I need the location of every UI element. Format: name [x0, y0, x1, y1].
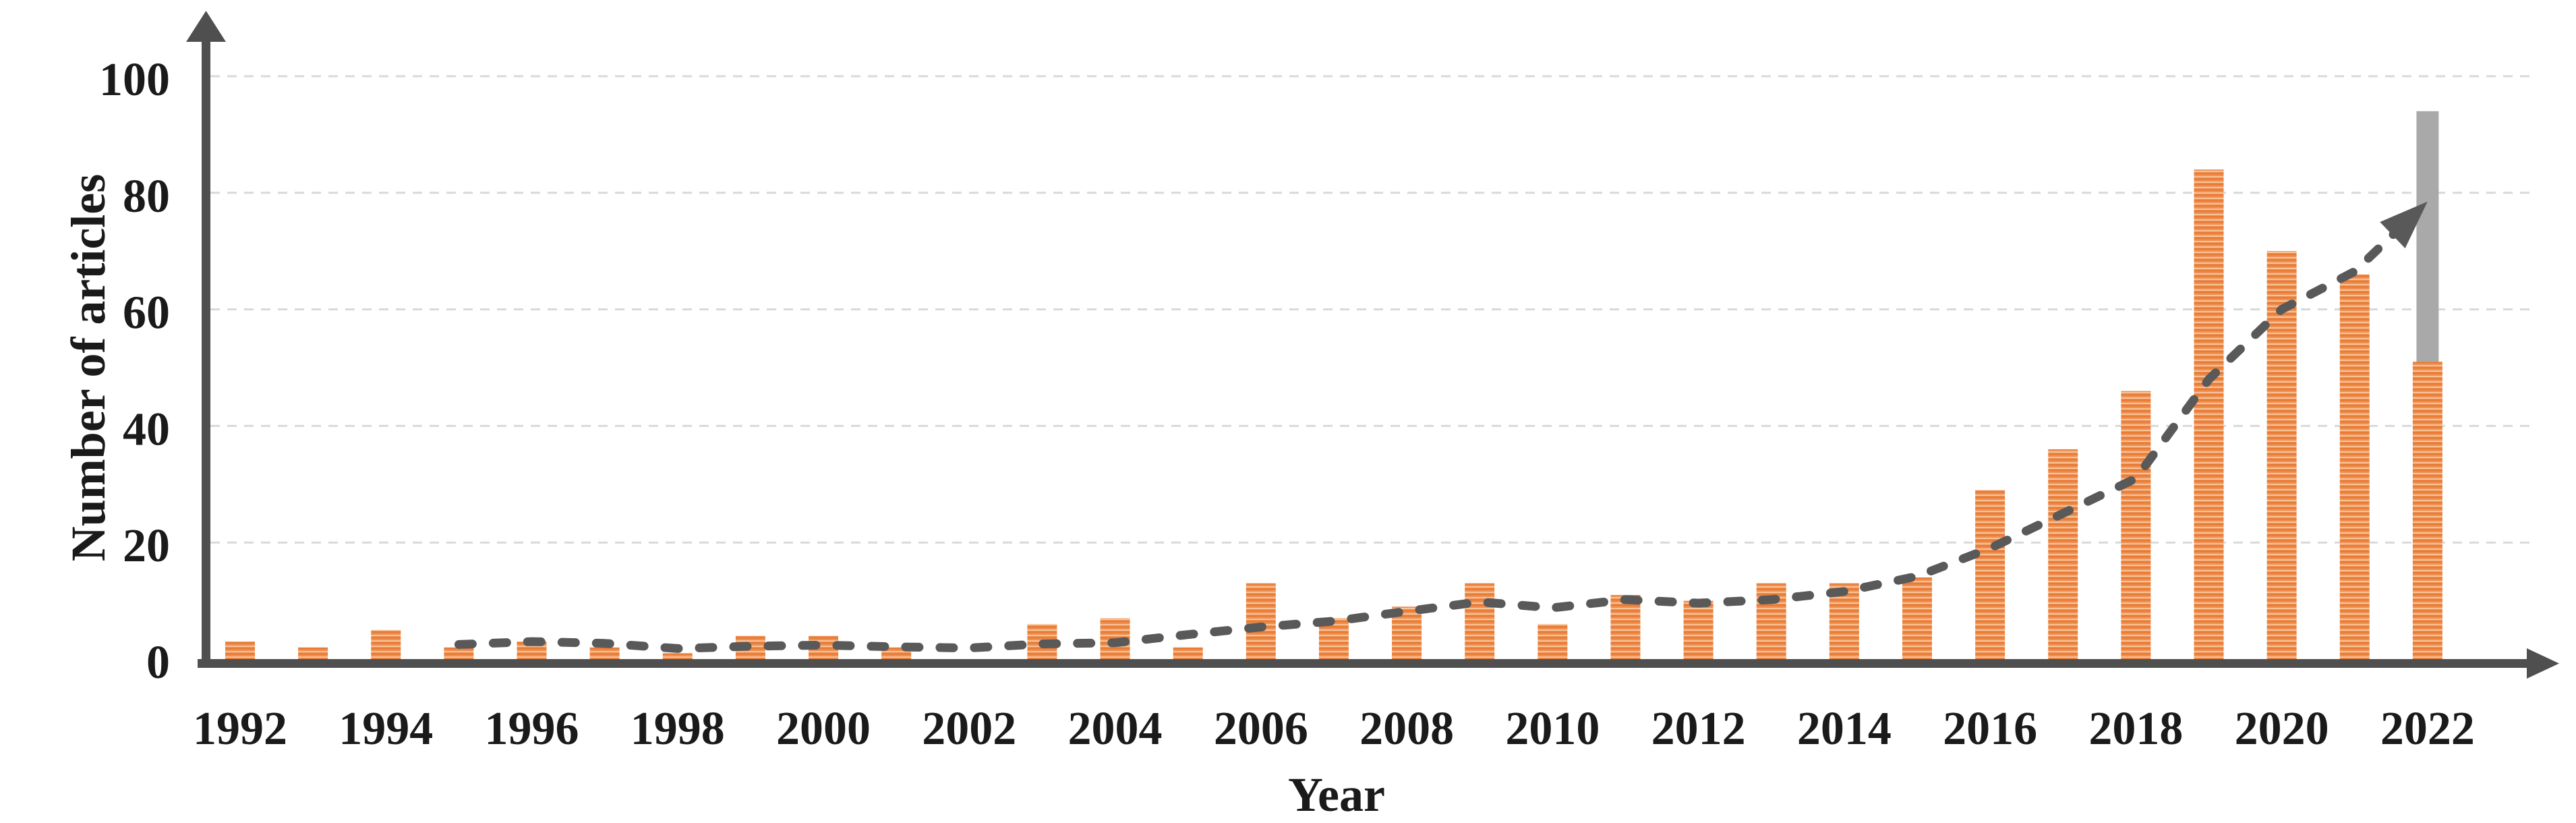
- bar-2012: [1683, 600, 1714, 664]
- y-tick-0: 0: [146, 637, 170, 689]
- x-tick-2020: 2020: [2235, 703, 2329, 755]
- x-tick-1996: 1996: [485, 703, 579, 755]
- bar-2010: [1538, 624, 1568, 664]
- bar-2016: [1975, 490, 2006, 664]
- x-axis-title: Year: [1288, 768, 1385, 822]
- x-tick-2016: 2016: [1943, 703, 2037, 755]
- gridlines: [210, 75, 2536, 544]
- bar-2011: [1610, 594, 1641, 664]
- bar-2009: [1465, 583, 1495, 664]
- bar-2022: [2412, 362, 2442, 664]
- bar-2017: [2048, 449, 2078, 664]
- x-tick-2000: 2000: [776, 703, 871, 755]
- tick-labels: 0 20 40 60 80 100 1992 1994 1996 1998 2000 2002 2004…: [99, 54, 2475, 755]
- gray-overlay-bar-2022: [2416, 111, 2439, 366]
- bars: [225, 111, 2442, 665]
- x-tick-2010: 2010: [1505, 703, 1600, 755]
- y-tick-100: 100: [99, 54, 170, 106]
- x-tick-2022: 2022: [2380, 703, 2475, 755]
- trend-dashed-path: [454, 225, 2403, 653]
- bar-2015: [1902, 577, 1932, 664]
- bar-2021: [2339, 274, 2370, 664]
- y-axis-arrow: [186, 11, 226, 42]
- x-tick-1994: 1994: [339, 703, 433, 755]
- y-tick-40: 40: [123, 403, 170, 455]
- x-tick-2004: 2004: [1068, 703, 1163, 755]
- bar-1994: [371, 629, 401, 664]
- trend-line: [454, 201, 2428, 653]
- bar-2019: [2194, 169, 2224, 665]
- y-axis-line: [202, 37, 210, 668]
- x-axis-line: [198, 659, 2530, 668]
- bar-2018: [2121, 391, 2151, 664]
- x-tick-2018: 2018: [2088, 703, 2183, 755]
- x-tick-2002: 2002: [922, 703, 1016, 755]
- y-axis-title: Number of articles: [61, 174, 115, 562]
- x-tick-1998: 1998: [631, 703, 725, 755]
- y-tick-20: 20: [123, 520, 170, 572]
- y-tick-60: 60: [123, 287, 170, 339]
- x-tick-2012: 2012: [1651, 703, 1746, 755]
- x-tick-2008: 2008: [1359, 703, 1454, 755]
- x-axis-arrow: [2527, 648, 2559, 679]
- axes: [186, 11, 2559, 679]
- trend-arrowhead: [2380, 201, 2428, 249]
- y-tick-80: 80: [123, 171, 170, 223]
- bar-2020: [2266, 251, 2297, 664]
- x-tick-1992: 1992: [193, 703, 287, 755]
- x-tick-2014: 2014: [1797, 703, 1892, 755]
- x-tick-2006: 2006: [1214, 703, 1308, 755]
